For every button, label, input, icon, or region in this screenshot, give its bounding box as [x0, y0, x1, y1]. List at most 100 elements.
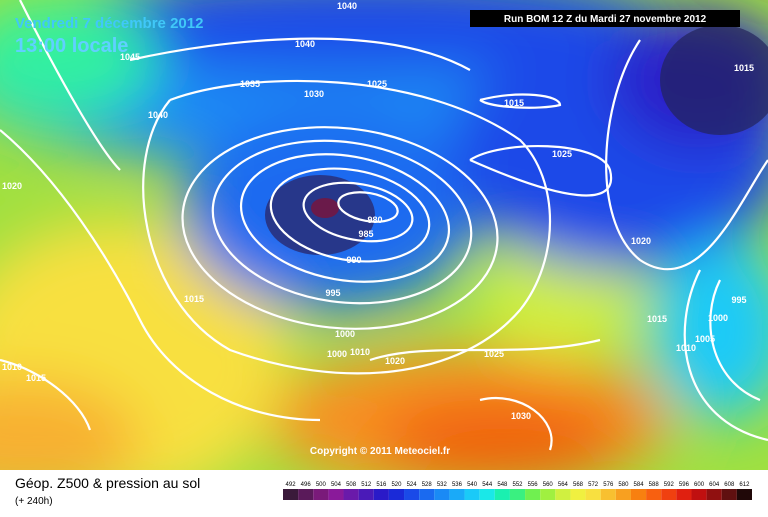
- isobar-label: 1045: [120, 52, 140, 62]
- scale-label: 492: [286, 482, 297, 488]
- scale-label: 576: [603, 482, 614, 488]
- scale-swatch: [555, 489, 571, 500]
- isobar-label: 1040: [337, 1, 357, 11]
- scale-label: 604: [709, 482, 720, 488]
- scale-swatch: [615, 489, 631, 500]
- run-box: [470, 10, 740, 27]
- map-field: 1040 1040 1045 1035 1030 1025 1015 1040 1025 1020…: [0, 0, 768, 470]
- scale-swatch: [328, 489, 344, 500]
- isobar-label: 995: [325, 288, 340, 298]
- scale-swatch: [479, 489, 495, 500]
- scale-swatch: [600, 489, 616, 500]
- isobar-label: 1030: [304, 89, 324, 99]
- scale-label: 512: [361, 482, 372, 488]
- date: Vendredi 7 décembre 2012: [15, 15, 203, 32]
- isobar-label: 1000: [335, 329, 355, 339]
- footer-lead: (+ 240h): [15, 496, 53, 507]
- scale-label: 552: [512, 482, 523, 488]
- isobar-label: 1015: [26, 373, 46, 383]
- scale-label: 504: [331, 482, 342, 488]
- isobar-label: 1005: [695, 334, 715, 344]
- isobar-label: 1015: [184, 294, 204, 304]
- isobar-label: 1020: [2, 181, 22, 191]
- isobar-label: 1025: [484, 349, 504, 359]
- scale-label: 496: [301, 482, 312, 488]
- scale-swatch: [570, 489, 586, 500]
- scale-label: 540: [467, 482, 478, 488]
- scale-swatch: [434, 489, 450, 500]
- scale-label: 520: [391, 482, 402, 488]
- isobar-label: 1035: [240, 79, 260, 89]
- scale-label: 532: [437, 482, 448, 488]
- color-scale: 492 496 500 504 508 512 516 520 524 528 532 536 540 5…: [283, 482, 752, 500]
- isobar-label: 1040: [148, 110, 168, 120]
- isobar-label: 1010: [350, 347, 370, 357]
- scale-label: 588: [649, 482, 660, 488]
- isobar-label: 980: [367, 215, 382, 225]
- scale-swatch: [676, 489, 692, 500]
- scale-swatch: [298, 489, 314, 500]
- isobar-labels: 1040 1040 1045 1035 1030 1025 1015 1040 1025 1020…: [2, 1, 754, 421]
- isobar-label: 1020: [631, 236, 651, 246]
- scale-swatch: [388, 489, 405, 500]
- scale-swatch: [373, 489, 389, 500]
- scale-swatch: [585, 489, 601, 500]
- isobar-label: 1025: [552, 149, 572, 159]
- scale-label: 608: [724, 482, 735, 488]
- scale-swatch: [313, 489, 329, 500]
- scale-swatch: [464, 489, 480, 500]
- scale-swatch: [449, 489, 465, 500]
- scale-swatch: [661, 489, 677, 500]
- scale-swatch: [525, 489, 541, 500]
- time: 13:00 locale: [15, 35, 128, 57]
- isobar-label: 1000: [708, 313, 728, 323]
- scale-swatch: [494, 489, 510, 500]
- scale-swatch: [646, 489, 662, 500]
- isobar-label: 1000: [327, 349, 347, 359]
- scale-label: 568: [573, 482, 584, 488]
- scale-swatch: [540, 489, 556, 500]
- scale-swatch: [721, 489, 737, 500]
- scale-label: 612: [739, 482, 750, 488]
- isobar-label: 1025: [367, 79, 387, 89]
- isobar-label: 1015: [504, 98, 524, 108]
- scale-swatch: [419, 489, 435, 500]
- isobar-label: 1020: [385, 356, 405, 366]
- scale-label: 580: [618, 482, 629, 488]
- isobars: [0, 0, 768, 451]
- scale-label: 584: [634, 482, 645, 488]
- scale-swatch: [283, 489, 299, 500]
- scale-swatch: [630, 489, 647, 500]
- scale-label: 592: [664, 482, 675, 488]
- scale-swatch: [358, 489, 374, 500]
- isobar-label: 1015: [734, 63, 754, 73]
- scale-label: 508: [346, 482, 357, 488]
- isobar-label: 1030: [511, 411, 531, 421]
- scale-label: 556: [528, 482, 539, 488]
- isobar-label: 995: [731, 295, 746, 305]
- footer-title: Géop. Z500 & pression au sol: [15, 475, 200, 491]
- scale-swatch: [343, 489, 359, 500]
- scale-swatch: [404, 489, 420, 500]
- isobar-label: 985: [358, 229, 373, 239]
- scale-label: 500: [316, 482, 327, 488]
- scale-label: 548: [497, 482, 508, 488]
- scale-label: 516: [376, 482, 387, 488]
- scale-label: 572: [588, 482, 599, 488]
- scale-label: 596: [679, 482, 690, 488]
- isobar-label: 990: [346, 255, 361, 265]
- scale-swatch: [706, 489, 722, 500]
- scale-label: 564: [558, 482, 569, 488]
- copyright: Copyright © 2011 Meteociel.fr: [310, 446, 450, 457]
- scale-label: 544: [482, 482, 493, 488]
- scale-label: 536: [452, 482, 463, 488]
- run: Run BOM 12 Z du Mardi 27 novembre 2012: [504, 14, 707, 25]
- scale-swatch: [691, 489, 707, 500]
- isobar-label: 1010: [2, 362, 22, 372]
- scale-label: 528: [422, 482, 433, 488]
- scale-label: 600: [694, 482, 705, 488]
- scale-swatch: [509, 489, 526, 500]
- scale-label: 560: [543, 482, 554, 488]
- scale-label: 524: [407, 482, 418, 488]
